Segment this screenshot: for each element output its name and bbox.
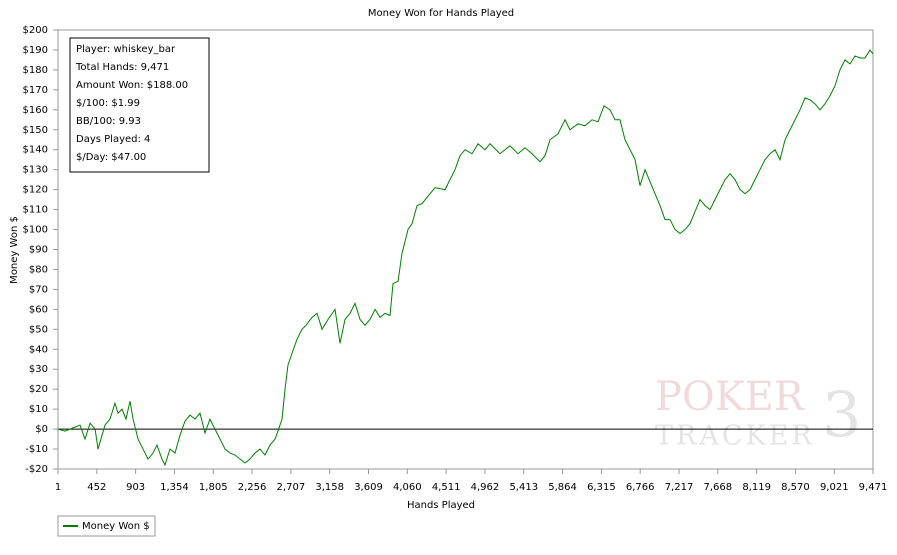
watermark: TRACKER — [655, 421, 815, 452]
chart-title: Money Won for Hands Played — [368, 8, 514, 19]
y-tick-label: -$20 — [25, 464, 48, 475]
x-tick-label: 452 — [87, 482, 106, 493]
x-tick-label: 8,570 — [781, 482, 810, 493]
info-line: Player: whiskey_bar — [76, 44, 176, 55]
x-tick-label: 1,354 — [160, 482, 189, 493]
legend: Money Won $ — [57, 515, 156, 537]
y-tick-label: $60 — [29, 304, 48, 315]
y-tick-label: $110 — [23, 205, 48, 216]
info-box — [69, 37, 210, 173]
y-tick-label: $50 — [29, 324, 48, 335]
y-tick-label: $190 — [23, 45, 48, 56]
x-tick-label: 3,158 — [315, 482, 344, 493]
y-tick-label: $150 — [23, 125, 48, 136]
data-line — [57, 49, 874, 467]
legend-box — [57, 515, 156, 537]
x-tick-label: 4,962 — [471, 482, 500, 493]
y-tick-label: $140 — [23, 145, 48, 156]
y-tick-label: $200 — [23, 25, 48, 36]
watermark: POKER — [655, 374, 806, 420]
x-tick-label: 903 — [126, 482, 145, 493]
x-tick-label: 6,315 — [587, 482, 616, 493]
y-tick-label: $130 — [23, 165, 48, 176]
y-tick-label: $20 — [29, 384, 48, 395]
info-line: $/Day: $47.00 — [76, 152, 146, 163]
x-tick-label: 1,805 — [199, 482, 228, 493]
x-tick-label: 7,217 — [665, 482, 694, 493]
y-tick-label: $180 — [23, 65, 48, 76]
x-tick-label: 5,864 — [548, 482, 577, 493]
x-tick-label: 4,511 — [432, 482, 461, 493]
x-tick-label: 6,766 — [626, 482, 655, 493]
y-tick-label: $120 — [23, 185, 48, 196]
y-tick-label: $40 — [29, 344, 48, 355]
y-tick-label: $10 — [29, 404, 48, 415]
x-axis-label: Hands Played — [407, 500, 475, 511]
x-tick-label: 9,021 — [820, 482, 849, 493]
x-tick-label: 7,668 — [704, 482, 733, 493]
y-tick-label: $70 — [29, 284, 48, 295]
y-axis-label: Money Won $ — [9, 216, 20, 284]
info-line: Amount Won: $188.00 — [76, 80, 188, 91]
y-tick-label: $100 — [23, 225, 48, 236]
info-line: Days Played: 4 — [76, 134, 150, 145]
x-tick-label: 9,471 — [859, 482, 888, 493]
y-tick-label: $160 — [23, 105, 48, 116]
x-tick-label: 3,609 — [354, 482, 383, 493]
info-line: $/100: $1.99 — [76, 98, 140, 109]
info-line: BB/100: 9.93 — [76, 116, 141, 127]
info-line: Total Hands: 9,471 — [75, 62, 169, 73]
watermark: 3 — [822, 378, 861, 451]
y-tick-label: $80 — [29, 264, 48, 275]
x-tick-label: 2,256 — [238, 482, 267, 493]
x-tick-label: 2,707 — [277, 482, 306, 493]
x-tick-label: 8,119 — [742, 482, 771, 493]
y-tick-label: $170 — [23, 85, 48, 96]
x-tick-label: 5,413 — [509, 482, 538, 493]
y-tick-label: $30 — [29, 364, 48, 375]
y-tick-label: -$10 — [25, 444, 48, 455]
x-tick-label: 1 — [55, 482, 61, 493]
legend-label: Money Won $ — [82, 521, 150, 532]
y-tick-label: $0 — [35, 424, 48, 435]
y-tick-label: $90 — [29, 245, 48, 256]
x-tick-label: 4,060 — [393, 482, 422, 493]
